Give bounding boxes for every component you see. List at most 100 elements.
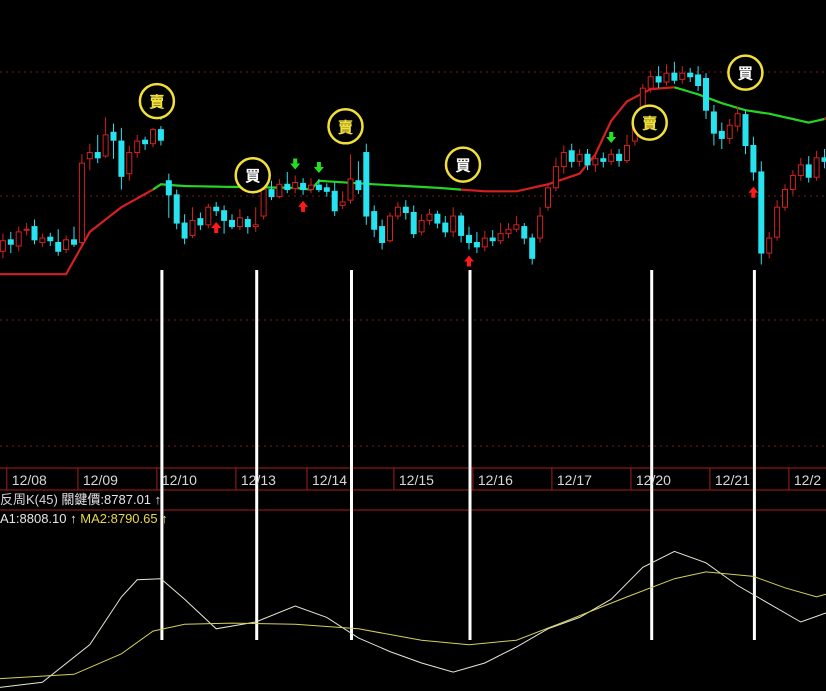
- buy-badge-label: 買: [738, 65, 753, 83]
- ma1-arrow: ↑: [70, 511, 77, 526]
- date-tick-label: 12/14: [312, 472, 347, 488]
- date-tick-label: 12/10: [162, 472, 197, 488]
- candle-body: [552, 166, 559, 189]
- candle-body: [347, 178, 354, 201]
- date-tick-label: 12/2: [794, 472, 821, 488]
- ma2-arrow: ↑: [161, 511, 168, 526]
- candle-body: [0, 240, 6, 252]
- candles-layer: [0, 61, 826, 265]
- candle-body: [663, 72, 670, 83]
- candle-body: [450, 215, 457, 233]
- candle-body: [323, 187, 330, 192]
- candle-body: [189, 219, 196, 236]
- indicator-name: 反周K(45): [0, 492, 58, 507]
- candle-body: [379, 226, 386, 243]
- date-tick-label: 12/15: [399, 472, 434, 488]
- candle-body: [718, 130, 725, 139]
- candle-body: [110, 131, 117, 141]
- candle-body: [71, 239, 77, 245]
- candle-body: [813, 157, 820, 178]
- candle-body: [15, 231, 22, 247]
- candle-body: [142, 139, 149, 145]
- indicator-line-2: [0, 571, 826, 680]
- candle-body: [86, 152, 93, 160]
- candle-body: [315, 184, 322, 191]
- candle-body: [371, 211, 378, 230]
- candle-body: [78, 162, 85, 243]
- candle-body: [292, 182, 299, 190]
- candle-body: [766, 237, 773, 254]
- candle-body: [300, 182, 307, 191]
- candle-body: [31, 226, 38, 241]
- candle-body: [205, 206, 212, 226]
- candle-body: [466, 234, 472, 243]
- candle-body: [774, 206, 781, 238]
- candle-body: [126, 152, 133, 175]
- buy-badge: [727, 54, 764, 91]
- candle-body: [789, 174, 796, 191]
- ma2-value: MA2:8790.65: [80, 511, 158, 526]
- candle-body: [252, 224, 259, 228]
- grid-lines: [0, 71, 826, 511]
- buy-arrow-icon: [298, 200, 309, 212]
- indicator-lines: [0, 550, 826, 688]
- candle-body: [426, 213, 433, 221]
- date-tick-label: 12/13: [241, 472, 276, 488]
- candle-body: [537, 215, 544, 239]
- candle-body: [181, 222, 188, 239]
- candle-body: [442, 222, 449, 233]
- sell-badge-label: 賣: [642, 115, 658, 133]
- candle-body: [157, 129, 164, 141]
- date-tick-label: 12/16: [478, 472, 513, 488]
- candle-body: [458, 215, 465, 236]
- indicator-ma-row: A1:8808.10 ↑ MA2:8790.65 ↑: [0, 511, 168, 526]
- candle-body: [55, 241, 62, 252]
- candle-body: [655, 76, 662, 83]
- candle-body: [150, 129, 156, 145]
- support-line-segment: [0, 188, 154, 276]
- sell-badge-label: 賣: [338, 118, 354, 136]
- candle-body: [584, 153, 591, 166]
- candle-body: [521, 226, 528, 239]
- buy-badge: [234, 156, 271, 194]
- candle-body: [679, 72, 686, 80]
- key-price-value: 8787.01: [104, 492, 152, 507]
- candle-body: [647, 76, 654, 89]
- candle-body: [710, 111, 717, 134]
- candle-body: [497, 233, 504, 242]
- candle-body: [394, 206, 401, 217]
- sell-arrow-icon: [290, 158, 301, 170]
- candle-body: [284, 183, 291, 191]
- candle-body: [213, 206, 220, 212]
- candle-body: [513, 224, 520, 230]
- candle-body: [7, 239, 14, 245]
- key-price-arrow: ↑: [154, 492, 162, 507]
- candle-body: [821, 157, 826, 162]
- buy-badge: [444, 146, 482, 183]
- candle-body: [608, 153, 615, 162]
- date-tick-label: 12/08: [12, 472, 47, 488]
- buy-badge-label: 買: [245, 167, 260, 185]
- candle-body: [410, 211, 417, 235]
- candle-body: [481, 237, 488, 248]
- candle-body: [529, 237, 536, 259]
- buy-arrow-icon: [211, 222, 222, 234]
- resistance-line-segment: [152, 179, 462, 191]
- candle-body: [782, 189, 788, 208]
- candle-body: [418, 219, 425, 233]
- sell-badge-label: 賣: [149, 93, 165, 111]
- candle-body: [355, 180, 362, 191]
- buy-badge-label: 買: [455, 157, 470, 175]
- candle-body: [624, 144, 630, 161]
- candle-body: [268, 189, 275, 198]
- date-axis: 12/08 12/09 12/10 12/13 12/14 12/15 12/16 12/17…: [12, 472, 822, 488]
- candle-body: [276, 183, 283, 198]
- candle-body: [671, 72, 678, 81]
- candle-body: [260, 189, 267, 217]
- sell-arrow-icon: [313, 161, 324, 173]
- candle-body: [600, 158, 607, 162]
- candle-body: [118, 140, 125, 177]
- candle-body: [758, 171, 765, 254]
